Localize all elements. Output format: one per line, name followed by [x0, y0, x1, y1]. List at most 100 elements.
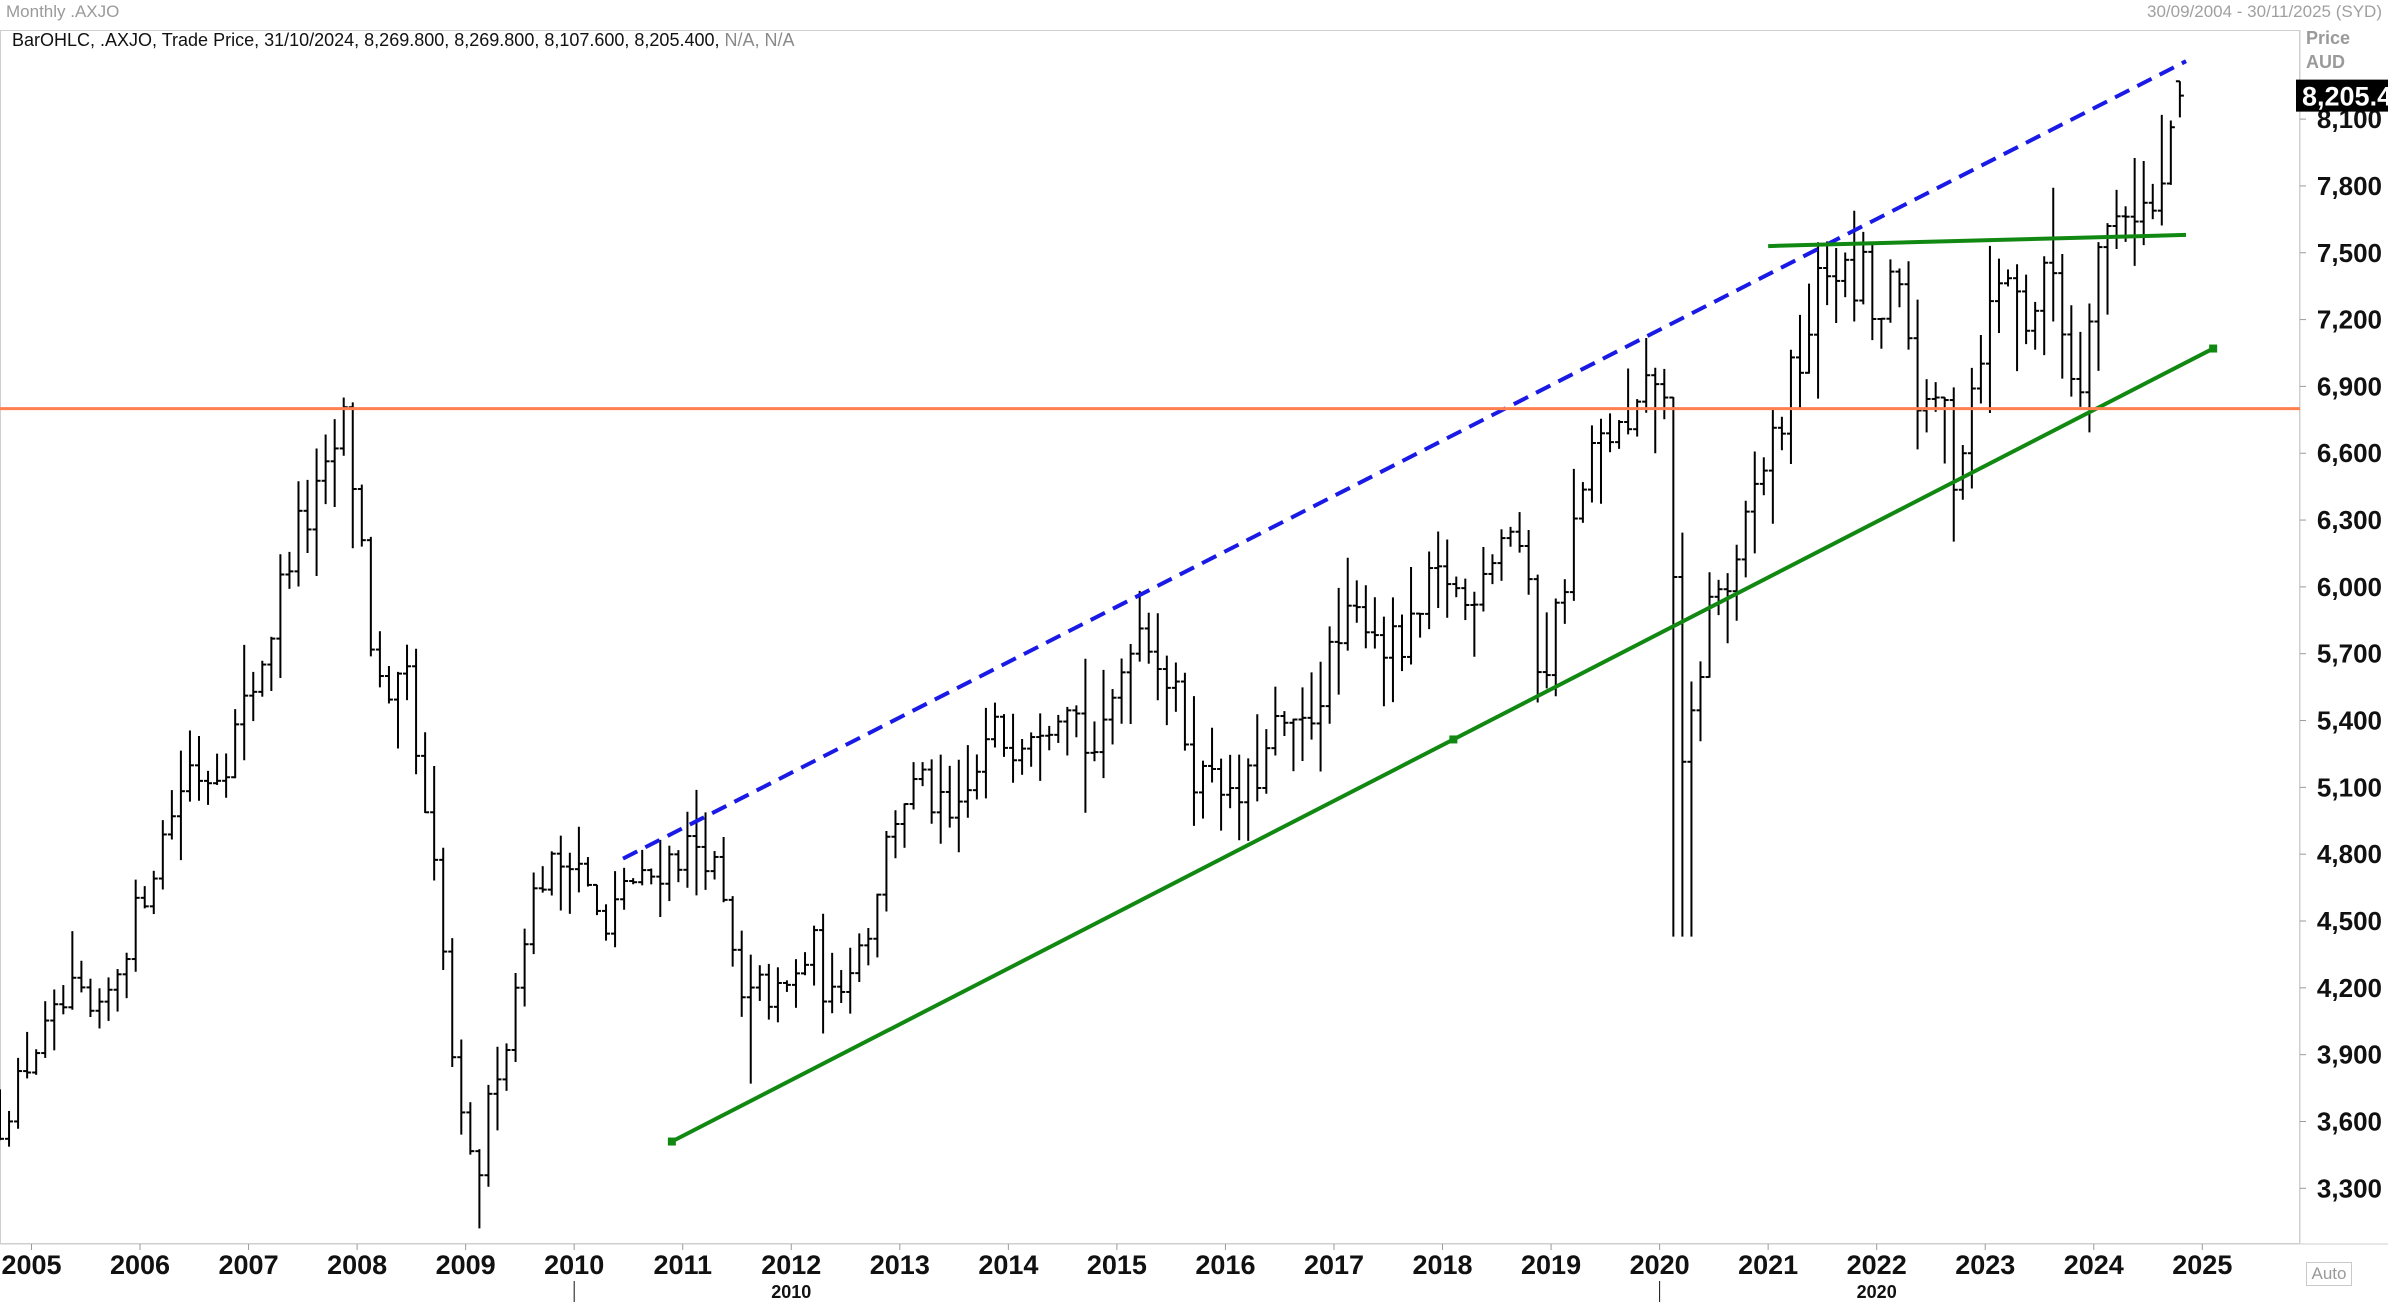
ohlc-bar — [1054, 714, 1063, 743]
ohlc-bar — [801, 952, 810, 976]
ohlc-bar — [810, 925, 819, 986]
ohlc-bar — [2004, 269, 2013, 287]
y-tick-label: 4,200 — [2317, 973, 2382, 1003]
ohlc-bar — [1397, 614, 1406, 672]
trendline-handle[interactable] — [667, 1137, 676, 1146]
ohlc-bar — [1162, 655, 1171, 726]
ohlc-bar — [837, 970, 846, 1004]
ohlc-bar — [1479, 547, 1488, 612]
chart-title: Monthly .AXJO — [6, 2, 120, 21]
auto-scale-button[interactable]: Auto — [2306, 1262, 2352, 1286]
ohlc-bar — [1497, 529, 1506, 581]
ohlc-bar — [746, 954, 755, 1084]
ohlc-bar — [158, 820, 167, 890]
ohlc-bar — [981, 707, 990, 799]
ohlc-bar — [864, 928, 873, 966]
ohlc-bar — [1750, 451, 1759, 554]
date-range: 30/09/2004 - 30/11/2025 (SYD) — [2146, 2, 2382, 21]
ohlc-bar — [1063, 706, 1072, 756]
ohlc-bar — [1108, 689, 1117, 745]
ohlc-bar — [592, 883, 601, 916]
ohlc-bar — [764, 963, 773, 1020]
ohlc-bar — [303, 479, 312, 554]
ohlc-bar — [819, 913, 828, 1034]
ohlc-bar — [1217, 758, 1226, 831]
ohlc-bar — [41, 1001, 50, 1058]
x-tick-label: 2020 — [1630, 1250, 1690, 1280]
ohlc-bar — [855, 933, 864, 982]
x-tick-label: 2018 — [1412, 1250, 1472, 1280]
ohlc-bar — [574, 826, 583, 893]
ohlc-bar — [1524, 529, 1533, 595]
ohlc-bar — [538, 866, 547, 893]
ohlc-bar — [222, 753, 231, 798]
x-tick-label: 2021 — [1738, 1250, 1798, 1280]
ohlc-bar — [1388, 597, 1397, 703]
ohlc-bar — [1325, 626, 1334, 724]
ohlc-bar — [493, 1046, 502, 1131]
ohlc-bar — [1171, 662, 1180, 712]
ohlc-bar — [891, 810, 900, 859]
y-tick-label: 4,500 — [2317, 906, 2382, 936]
ohlc-bar — [972, 754, 981, 800]
ohlc-bar — [2148, 183, 2157, 220]
trendline-handle[interactable] — [1449, 735, 1458, 744]
ohlc-legend-values: BarOHLC, .AXJO, Trade Price, 31/10/2024,… — [12, 30, 720, 50]
ohlc-bar — [1144, 612, 1153, 664]
ohlc-bar — [1705, 572, 1714, 679]
ohlc-bar — [1208, 727, 1217, 783]
ohlc-bar — [1976, 334, 1985, 404]
ohlc-bar — [674, 850, 683, 883]
ohlc-bar — [2094, 242, 2103, 371]
ohlc-bar — [1298, 687, 1307, 762]
ohlc-bar — [583, 857, 592, 887]
x-tick-label: 2007 — [219, 1250, 279, 1280]
trendline-handle[interactable] — [2209, 344, 2218, 353]
ohlc-bar — [990, 702, 999, 748]
price-axis-title: Price — [2306, 28, 2351, 48]
ohlc-bar — [421, 732, 430, 814]
ohlc-bar — [1533, 574, 1542, 703]
ohlc-bar — [457, 1039, 466, 1135]
ohlc-bar — [945, 765, 954, 828]
ohlc-bar — [1768, 408, 1777, 524]
ohlc-bar — [1334, 587, 1343, 695]
ohlc-bar — [5, 1110, 14, 1147]
ohlc-bar — [1886, 259, 1895, 323]
ohlc-bar — [918, 762, 927, 787]
ohlc-bar — [502, 1043, 511, 1091]
ohlc-bar — [23, 1031, 32, 1079]
ohlc-bar — [448, 938, 457, 1067]
ohlc-bar — [1759, 457, 1768, 496]
ohlc-bar — [194, 736, 203, 801]
resistance-line — [1768, 232, 2187, 249]
x-tick-label: 2009 — [436, 1250, 496, 1280]
ohlc-bar — [86, 978, 95, 1017]
y-tick-label: 7,500 — [2317, 238, 2382, 268]
ohlc-bar — [900, 803, 909, 848]
ohlc-bar — [1081, 658, 1090, 813]
ohlc-bar — [1461, 578, 1470, 621]
ohlc-bar — [2112, 189, 2121, 249]
ohlc-bar — [1027, 732, 1036, 767]
x-tick-label: 2019 — [1521, 1250, 1581, 1280]
ohlc-bar — [719, 836, 728, 903]
ohlc-bar — [1931, 382, 1940, 412]
ohlc-bar — [1189, 696, 1198, 826]
ohlc-bar — [1407, 567, 1416, 665]
ohlc-bar — [2076, 331, 2085, 407]
ohlc-bar — [656, 839, 665, 918]
ohlc-bar — [204, 770, 213, 805]
ohlc-bar — [0, 1089, 4, 1141]
ohlc-bar — [1045, 725, 1054, 751]
ohlc-bar — [936, 754, 945, 844]
ohlc-bar — [176, 750, 185, 861]
ohlc-bar — [1343, 557, 1352, 651]
ohlc-bar — [1153, 613, 1162, 701]
x-tick-label: 2017 — [1304, 1250, 1364, 1280]
ohlc-bar — [1660, 368, 1669, 420]
ohlc-bar — [1805, 283, 1814, 374]
ohlc-bar — [1099, 669, 1108, 779]
x-tick-label: 2025 — [2172, 1250, 2232, 1280]
